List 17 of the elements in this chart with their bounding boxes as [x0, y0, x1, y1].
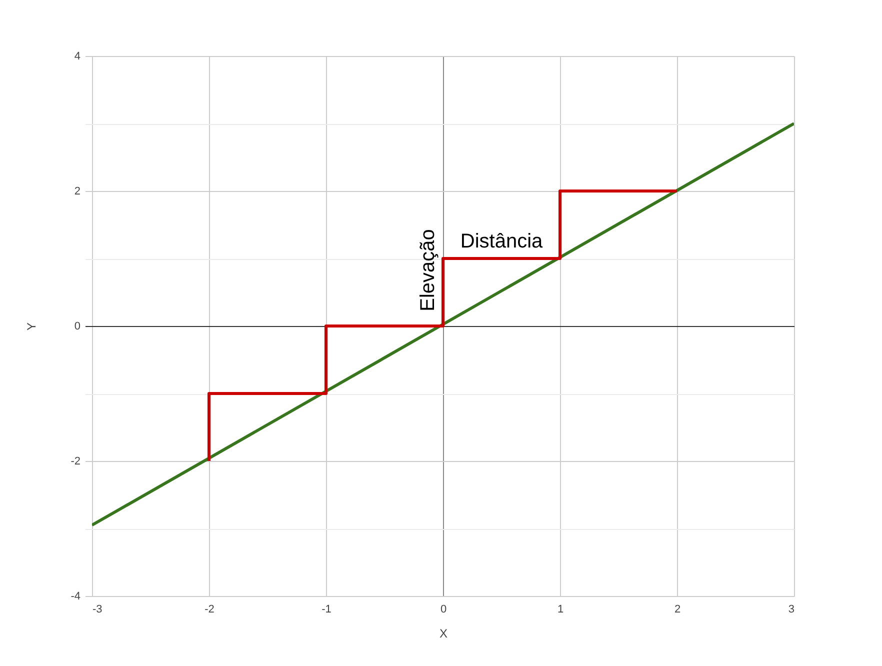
y-tick-label: -4 [70, 590, 80, 602]
x-tick-label: 2 [674, 604, 681, 616]
y-tick-label: 0 [74, 320, 80, 332]
x-tick-label: -1 [322, 604, 332, 616]
y-tick-label: -2 [70, 456, 80, 468]
y-tick-label: 2 [74, 186, 80, 198]
x-tick-label: -2 [204, 604, 214, 616]
y-axis-title: Y [24, 322, 39, 331]
annotation: Distância [460, 230, 544, 252]
annotation: Elevação [417, 229, 439, 312]
x-tick-label: 0 [440, 604, 447, 616]
x-tick-label: -3 [92, 604, 102, 616]
x-tick-label: 1 [557, 604, 564, 616]
y-tick-label: 4 [74, 50, 80, 62]
x-axis-title: X [439, 626, 448, 640]
x-tick-label: 3 [788, 604, 794, 616]
line-series [208, 190, 678, 462]
